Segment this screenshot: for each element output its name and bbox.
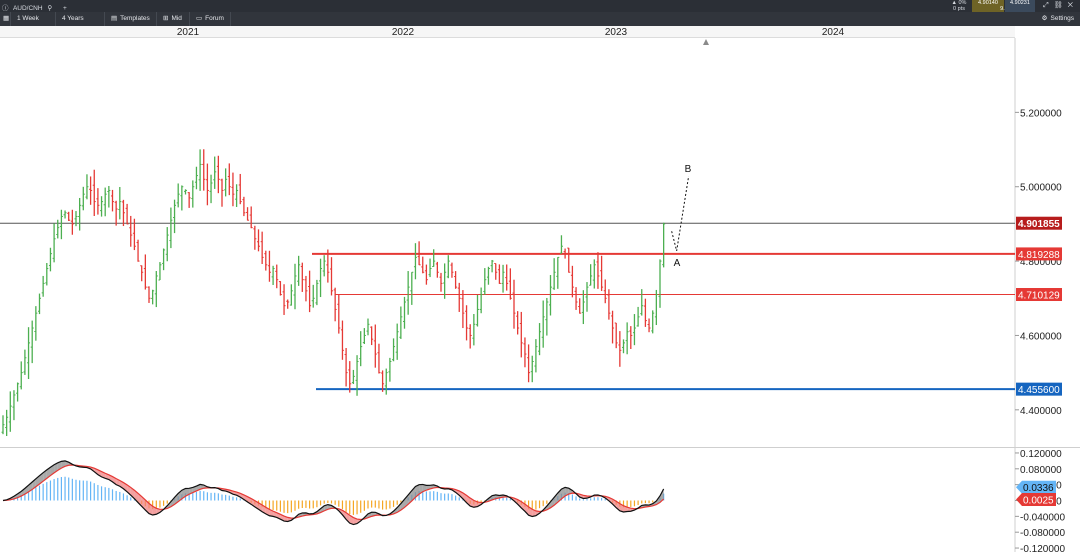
templates-button[interactable]: ▤ Templates [104,12,156,26]
macd-tick-label: 0.080000 [1020,465,1062,476]
current-price-tag: 4.901855 [1018,219,1060,230]
support-tag: 4.455600 [1018,385,1060,396]
settings-label: Settings [1050,15,1075,22]
year-label: 2022 [391,27,415,38]
chart-toolbar: ▦ 1 Week 4 Years ▤ Templates ⊞ Mid ▭ Forum … [0,12,1080,26]
macd-value-tag: 0.0336 [1023,483,1054,494]
price-tick-label: 4.800000 [1020,257,1062,268]
price-tick-label: 4.400000 [1020,406,1062,417]
change-points: 0 pts [953,6,965,12]
range-dropdown[interactable]: 4 Years [55,12,105,26]
chart-type-icon: ⊞ [163,15,169,22]
macd-value-tag-bg [1016,480,1056,494]
window-title-bar: ⓘ AUD/CNH ⚲ + ▲ 0% 0 pts 4.90140 9.1 4.9… [0,0,1080,12]
macd-tick-label: 0.120000 [1020,449,1062,460]
instrument-symbol: AUD/CNH [12,5,43,12]
templates-label: Templates [120,15,150,22]
signal-value-tag: 0.0025 [1023,496,1054,507]
year-label: 2021 [176,27,200,38]
macd-cloud [152,506,157,516]
spread-value: 9.1 [1000,6,1008,12]
price-tick-label: 4.600000 [1020,331,1062,342]
horizontal-levels[interactable]: 4.901855 4.819288 4.710129 4.455600 [0,216,1062,396]
price-tick-label: 5.000000 [1020,183,1062,194]
resistance-tag-bg [1016,247,1062,261]
mid-level-tag-bg [1016,288,1062,302]
buy-button[interactable]: 4.90231 [1005,0,1035,12]
settings-button[interactable]: ⚙ Settings [1036,12,1080,26]
time-axis: 2021 2022 2023 2024 [0,26,1015,38]
macd-tick-label: -0.080000 [1020,528,1065,539]
price-tick-label: 5.200000 [1020,108,1062,119]
info-icon[interactable]: ⓘ [2,5,9,12]
macd-tick-label: -0.040000 [1020,512,1065,523]
search-icon[interactable]: ⚲ [47,5,53,12]
macd-cloud [565,487,569,497]
close-icon[interactable]: ✕ [1067,2,1078,9]
wave-label-a: A [674,258,681,269]
forum-label: Forum [205,15,224,22]
projection-path [671,176,690,252]
macd-line [2,460,665,526]
gear-icon: ⚙ [1041,15,1048,22]
scroll-marker-icon [703,39,709,45]
macd-tick-label: -0.120000 [1020,544,1065,552]
window-controls: ⤢⛓✕ [1043,1,1078,10]
forum-icon: ▭ [196,15,203,22]
wave-annotations: AB [671,164,692,269]
year-label: 2024 [821,27,845,38]
signal-line [2,464,665,521]
macd-cloud [660,488,664,503]
sell-button[interactable]: 4.90140 [972,0,1004,12]
layout-icon[interactable]: ▦ [3,15,10,22]
instrument-selector[interactable]: ⓘ AUD/CNH ⚲ + [2,2,70,12]
link-icon[interactable]: ⛓ [1053,2,1068,9]
change-percent: ▲ 0% [951,0,967,6]
mid-level-tag: 4.710129 [1018,291,1060,302]
current-price-tag-bg [1016,216,1062,230]
resistance-tag: 4.819288 [1018,250,1060,261]
forum-button[interactable]: ▭ Forum [189,12,231,26]
add-tab-icon[interactable]: + [62,5,67,12]
timeframe-dropdown[interactable]: 1 Week [10,12,56,26]
support-tag-bg [1016,382,1062,396]
wave-label-b: B [685,164,692,175]
macd-cloud [568,488,573,495]
bid-price: 4.90140 [978,0,998,6]
macd-panel: 0.1200000.0800000.0400000.000000-0.04000… [2,449,1065,552]
price-type-label: Mid [171,15,182,22]
templates-icon: ▤ [111,15,118,22]
change-box: ▲ 0% 0 pts [948,0,970,12]
price-type-button[interactable]: ⊞ Mid [156,12,188,26]
ask-price: 4.90231 [1010,0,1030,6]
candlesticks [1,149,666,437]
year-label: 2023 [604,27,628,38]
signal-value-tag-bg [1016,493,1056,507]
detach-icon[interactable]: ⤢ [1043,2,1054,9]
